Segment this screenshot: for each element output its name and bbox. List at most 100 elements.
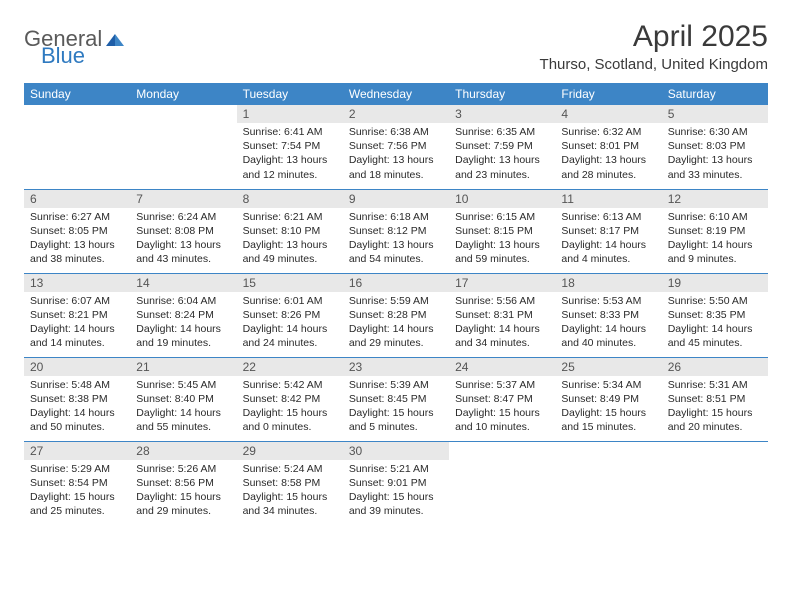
calendar-day-cell: 5Sunrise: 6:30 AMSunset: 8:03 PMDaylight…	[662, 105, 768, 189]
calendar-day-cell: 20Sunrise: 5:48 AMSunset: 8:38 PMDayligh…	[24, 357, 130, 441]
sunset-line: Sunset: 8:10 PM	[243, 224, 337, 238]
calendar-day-cell: 9Sunrise: 6:18 AMSunset: 8:12 PMDaylight…	[343, 189, 449, 273]
daylight-line: Daylight: 13 hours and 12 minutes.	[243, 153, 337, 181]
daylight-line: Daylight: 15 hours and 29 minutes.	[136, 490, 230, 518]
sunrise-line: Sunrise: 5:39 AM	[349, 378, 443, 392]
daylight-line: Daylight: 14 hours and 19 minutes.	[136, 322, 230, 350]
day-number: 30	[343, 442, 449, 460]
logo-word2: Blue	[41, 43, 85, 68]
calendar-day-cell: 23Sunrise: 5:39 AMSunset: 8:45 PMDayligh…	[343, 357, 449, 441]
calendar-day-cell	[662, 441, 768, 525]
sunset-line: Sunset: 8:40 PM	[136, 392, 230, 406]
sunrise-line: Sunrise: 5:59 AM	[349, 294, 443, 308]
calendar-day-cell	[449, 441, 555, 525]
sunset-line: Sunset: 8:03 PM	[668, 139, 762, 153]
weekday-header: Monday	[130, 83, 236, 105]
day-number: 15	[237, 274, 343, 292]
calendar-day-cell: 28Sunrise: 5:26 AMSunset: 8:56 PMDayligh…	[130, 441, 236, 525]
sunrise-line: Sunrise: 6:13 AM	[561, 210, 655, 224]
calendar-day-cell: 13Sunrise: 6:07 AMSunset: 8:21 PMDayligh…	[24, 273, 130, 357]
daylight-line: Daylight: 13 hours and 59 minutes.	[455, 238, 549, 266]
sunset-line: Sunset: 8:26 PM	[243, 308, 337, 322]
sunrise-line: Sunrise: 5:53 AM	[561, 294, 655, 308]
day-content: Sunrise: 5:56 AMSunset: 8:31 PMDaylight:…	[449, 292, 555, 355]
sunrise-line: Sunrise: 6:10 AM	[668, 210, 762, 224]
sunset-line: Sunset: 7:59 PM	[455, 139, 549, 153]
sunrise-line: Sunrise: 6:24 AM	[136, 210, 230, 224]
title-block: April 2025 Thurso, Scotland, United King…	[540, 20, 768, 73]
calendar-week-row: 6Sunrise: 6:27 AMSunset: 8:05 PMDaylight…	[24, 189, 768, 273]
day-number: 25	[555, 358, 661, 376]
day-number: 4	[555, 105, 661, 123]
daylight-line: Daylight: 15 hours and 20 minutes.	[668, 406, 762, 434]
page-subtitle: Thurso, Scotland, United Kingdom	[540, 56, 768, 73]
day-content: Sunrise: 5:34 AMSunset: 8:49 PMDaylight:…	[555, 376, 661, 439]
calendar-day-cell: 21Sunrise: 5:45 AMSunset: 8:40 PMDayligh…	[130, 357, 236, 441]
daylight-line: Daylight: 13 hours and 49 minutes.	[243, 238, 337, 266]
sunrise-line: Sunrise: 5:21 AM	[349, 462, 443, 476]
sunrise-line: Sunrise: 5:34 AM	[561, 378, 655, 392]
daylight-line: Daylight: 14 hours and 40 minutes.	[561, 322, 655, 350]
day-content: Sunrise: 6:32 AMSunset: 8:01 PMDaylight:…	[555, 123, 661, 186]
daylight-line: Daylight: 14 hours and 34 minutes.	[455, 322, 549, 350]
day-content: Sunrise: 5:26 AMSunset: 8:56 PMDaylight:…	[130, 460, 236, 523]
sunrise-line: Sunrise: 5:48 AM	[30, 378, 124, 392]
calendar-week-row: 20Sunrise: 5:48 AMSunset: 8:38 PMDayligh…	[24, 357, 768, 441]
sunset-line: Sunset: 8:21 PM	[30, 308, 124, 322]
sunset-line: Sunset: 8:28 PM	[349, 308, 443, 322]
calendar-day-cell: 10Sunrise: 6:15 AMSunset: 8:15 PMDayligh…	[449, 189, 555, 273]
day-number: 18	[555, 274, 661, 292]
sunset-line: Sunset: 9:01 PM	[349, 476, 443, 490]
calendar-day-cell: 14Sunrise: 6:04 AMSunset: 8:24 PMDayligh…	[130, 273, 236, 357]
sunset-line: Sunset: 8:42 PM	[243, 392, 337, 406]
day-content: Sunrise: 6:18 AMSunset: 8:12 PMDaylight:…	[343, 208, 449, 271]
calendar-day-cell: 8Sunrise: 6:21 AMSunset: 8:10 PMDaylight…	[237, 189, 343, 273]
daylight-line: Daylight: 15 hours and 0 minutes.	[243, 406, 337, 434]
weekday-header: Tuesday	[237, 83, 343, 105]
day-number: 3	[449, 105, 555, 123]
day-number: 20	[24, 358, 130, 376]
sunrise-line: Sunrise: 5:31 AM	[668, 378, 762, 392]
calendar-day-cell: 2Sunrise: 6:38 AMSunset: 7:56 PMDaylight…	[343, 105, 449, 189]
sunset-line: Sunset: 8:17 PM	[561, 224, 655, 238]
sunrise-line: Sunrise: 6:15 AM	[455, 210, 549, 224]
daylight-line: Daylight: 15 hours and 15 minutes.	[561, 406, 655, 434]
sunrise-line: Sunrise: 6:18 AM	[349, 210, 443, 224]
daylight-line: Daylight: 14 hours and 29 minutes.	[349, 322, 443, 350]
day-number: 9	[343, 190, 449, 208]
calendar-day-cell: 29Sunrise: 5:24 AMSunset: 8:58 PMDayligh…	[237, 441, 343, 525]
day-content: Sunrise: 6:41 AMSunset: 7:54 PMDaylight:…	[237, 123, 343, 186]
daylight-line: Daylight: 15 hours and 5 minutes.	[349, 406, 443, 434]
calendar-day-cell: 1Sunrise: 6:41 AMSunset: 7:54 PMDaylight…	[237, 105, 343, 189]
day-number: 24	[449, 358, 555, 376]
calendar-day-cell: 15Sunrise: 6:01 AMSunset: 8:26 PMDayligh…	[237, 273, 343, 357]
day-number: 7	[130, 190, 236, 208]
day-content: Sunrise: 5:31 AMSunset: 8:51 PMDaylight:…	[662, 376, 768, 439]
sunrise-line: Sunrise: 6:21 AM	[243, 210, 337, 224]
calendar-day-cell: 16Sunrise: 5:59 AMSunset: 8:28 PMDayligh…	[343, 273, 449, 357]
sunset-line: Sunset: 8:54 PM	[30, 476, 124, 490]
weekday-header: Friday	[555, 83, 661, 105]
calendar-day-cell	[24, 105, 130, 189]
calendar-week-row: 13Sunrise: 6:07 AMSunset: 8:21 PMDayligh…	[24, 273, 768, 357]
day-number: 27	[24, 442, 130, 460]
calendar-day-cell: 25Sunrise: 5:34 AMSunset: 8:49 PMDayligh…	[555, 357, 661, 441]
calendar-week-row: 27Sunrise: 5:29 AMSunset: 8:54 PMDayligh…	[24, 441, 768, 525]
sunset-line: Sunset: 8:15 PM	[455, 224, 549, 238]
sunrise-line: Sunrise: 5:56 AM	[455, 294, 549, 308]
calendar-day-cell: 26Sunrise: 5:31 AMSunset: 8:51 PMDayligh…	[662, 357, 768, 441]
sunrise-line: Sunrise: 5:50 AM	[668, 294, 762, 308]
sunset-line: Sunset: 8:49 PM	[561, 392, 655, 406]
sunset-line: Sunset: 8:12 PM	[349, 224, 443, 238]
day-content: Sunrise: 5:59 AMSunset: 8:28 PMDaylight:…	[343, 292, 449, 355]
day-number: 19	[662, 274, 768, 292]
calendar-day-cell: 3Sunrise: 6:35 AMSunset: 7:59 PMDaylight…	[449, 105, 555, 189]
sunset-line: Sunset: 8:33 PM	[561, 308, 655, 322]
day-content: Sunrise: 6:38 AMSunset: 7:56 PMDaylight:…	[343, 123, 449, 186]
daylight-line: Daylight: 15 hours and 25 minutes.	[30, 490, 124, 518]
day-content: Sunrise: 5:45 AMSunset: 8:40 PMDaylight:…	[130, 376, 236, 439]
calendar-day-cell: 30Sunrise: 5:21 AMSunset: 9:01 PMDayligh…	[343, 441, 449, 525]
day-content: Sunrise: 5:37 AMSunset: 8:47 PMDaylight:…	[449, 376, 555, 439]
sunrise-line: Sunrise: 6:01 AM	[243, 294, 337, 308]
sunset-line: Sunset: 8:08 PM	[136, 224, 230, 238]
